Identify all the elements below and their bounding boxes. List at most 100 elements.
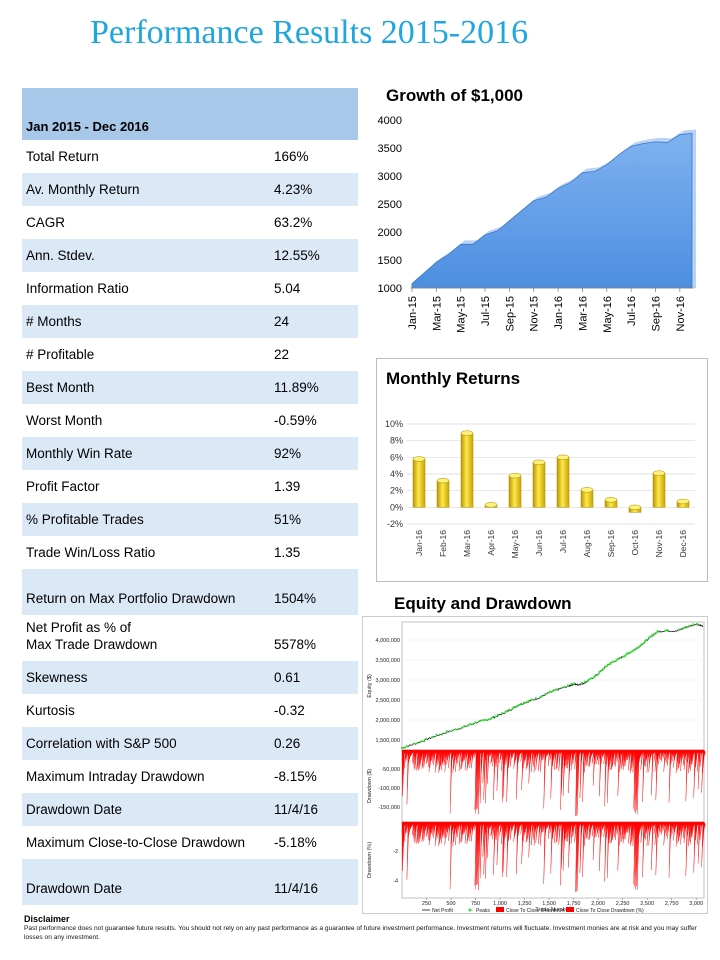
stat-value: 11.89% <box>274 380 319 395</box>
stat-row: Kurtosis -0.32 <box>22 694 358 727</box>
equity-peak <box>640 643 643 646</box>
monthly-ytick-label: 10% <box>385 419 403 429</box>
disclaimer-text: Past performance does not guarantee futu… <box>24 925 697 941</box>
equity-peak <box>566 684 570 687</box>
equity-drawdown-chart: 1,500,000 2,000,000 2,500,000 3,000,000 3,50… <box>362 616 708 914</box>
drawdown-pct-ytick-label: -4 <box>393 878 398 884</box>
stat-value: 0.26 <box>274 736 301 751</box>
monthly-xtick-label: Jan-16 <box>414 530 424 556</box>
equity-peak <box>508 708 511 711</box>
page-title: Performance Results 2015-2016 <box>90 14 529 51</box>
stat-value: 11/4/16 <box>274 881 319 896</box>
equity-xtick-label: 2,500 <box>640 901 654 907</box>
equity-peak <box>610 661 613 664</box>
equity-xtick-label: 500 <box>446 901 455 907</box>
equity-peak <box>435 733 438 736</box>
stat-label: Return on Max Portfolio Drawdown <box>26 591 236 606</box>
equity-peak <box>462 725 466 728</box>
equity-peak <box>649 635 652 638</box>
monthly-xtick-label: Feb-16 <box>438 530 448 557</box>
drawdown-ytick-label: -150,000 <box>378 805 400 811</box>
stat-row: Profit Factor 1.39 <box>22 470 358 503</box>
equity-peak <box>599 669 603 672</box>
growth-xtick-label: Nov-15 <box>529 296 541 331</box>
equity-peak <box>642 642 645 645</box>
stat-row: Skewness 0.61 <box>22 661 358 694</box>
monthly-bar-cap <box>652 470 666 476</box>
stat-row: Ann. Stdev. 12.55% <box>22 239 358 272</box>
stat-row: Information Ratio 5.04 <box>22 272 358 305</box>
stat-label: Profit Factor <box>26 479 100 494</box>
monthly-bar <box>412 458 426 508</box>
equity-peak <box>480 719 483 722</box>
stat-label: Maximum Intraday Drawdown <box>26 769 205 784</box>
monthly-returns-title: Monthly Returns <box>386 369 521 388</box>
stat-value: 92% <box>274 446 302 461</box>
growth-ytick-label: 1000 <box>378 283 402 295</box>
growth-xtick-label: Jul-16 <box>626 296 638 326</box>
equity-peak <box>590 677 593 680</box>
equity-peak <box>597 673 600 676</box>
equity-xtick-label: 750 <box>471 901 480 907</box>
equity-peak <box>548 690 551 693</box>
drawdown-pct-area <box>401 821 706 893</box>
equity-peak <box>645 638 648 641</box>
legend-swatch <box>496 907 504 912</box>
equity-xlabel: Trade Number <box>535 907 570 913</box>
stat-value: 24 <box>274 314 290 329</box>
equity-peak <box>496 713 500 716</box>
stat-row: # Profitable 22 <box>22 338 358 371</box>
monthly-returns-frame <box>376 358 708 582</box>
stat-row: Total Return 166% <box>22 140 358 173</box>
equity-peak <box>415 742 418 745</box>
stat-row: Return on Max Portfolio Drawdown 1504% <box>22 569 358 615</box>
monthly-bar-cap <box>580 487 594 493</box>
equity-peak <box>540 695 544 698</box>
equity-peak <box>688 624 691 627</box>
monthly-bar <box>532 462 546 508</box>
stat-label: Maximum Close-to-Close Drawdown <box>26 835 246 850</box>
disclaimer: Disclaimer Past performance does not gua… <box>24 914 704 942</box>
equity-peak <box>474 721 477 724</box>
equity-peak <box>431 736 434 739</box>
growth-xtick-label: Sep-16 <box>650 296 662 331</box>
monthly-bar-cap <box>676 498 690 505</box>
stat-label: Ann. Stdev. <box>26 248 95 263</box>
growth-xtick-label: Jan-16 <box>553 296 565 330</box>
equity-ylabel: Equity ($) <box>367 674 373 698</box>
growth-xtick-label: Mar-16 <box>577 296 589 331</box>
stat-value: 1504% <box>274 591 317 606</box>
equity-ytick-label: 2,500,000 <box>376 698 400 704</box>
equity-peak <box>454 728 457 731</box>
monthly-xtick-label: Nov-16 <box>654 530 664 558</box>
monthly-ytick-label: 6% <box>390 452 403 462</box>
equity-ytick-label: 3,500,000 <box>376 658 400 664</box>
monthly-bar-cap <box>436 478 450 484</box>
growth-ytick-label: 1500 <box>378 255 402 267</box>
monthly-bar-cap <box>460 430 474 436</box>
equity-peak <box>451 729 454 732</box>
monthly-xtick-label: May-16 <box>510 530 520 559</box>
equity-peak <box>616 658 619 661</box>
growth-ytick-label: 3000 <box>378 171 402 183</box>
equity-peak <box>656 629 659 633</box>
equity-peak <box>563 685 566 688</box>
equity-peak <box>583 680 586 683</box>
equity-peak <box>467 724 470 727</box>
monthly-returns-chart: -2% 0% 2% 4% 6% 8% 10% Jan-16 Feb-16 Mar-16 Apr-16… <box>385 419 695 559</box>
equity-peak <box>527 699 530 703</box>
equity-peak <box>534 697 537 700</box>
monthly-bar-cap <box>412 456 426 462</box>
equity-peak <box>544 692 547 695</box>
stat-row: Worst Month -0.59% <box>22 404 358 437</box>
equity-peak <box>615 659 618 662</box>
equity-peak <box>629 651 632 654</box>
equity-peak <box>478 719 481 723</box>
equity-xtick-label: 250 <box>422 901 431 907</box>
stat-row: Net Profit as % of Max Trade Drawdown 557… <box>22 615 358 661</box>
equity-peak <box>618 656 621 659</box>
stat-label: Drawdown Date <box>26 802 123 817</box>
growth-xtick-label: May-15 <box>456 296 468 333</box>
stat-value: 11/4/16 <box>274 802 319 817</box>
equity-ytick-label: 3,000,000 <box>376 678 400 684</box>
